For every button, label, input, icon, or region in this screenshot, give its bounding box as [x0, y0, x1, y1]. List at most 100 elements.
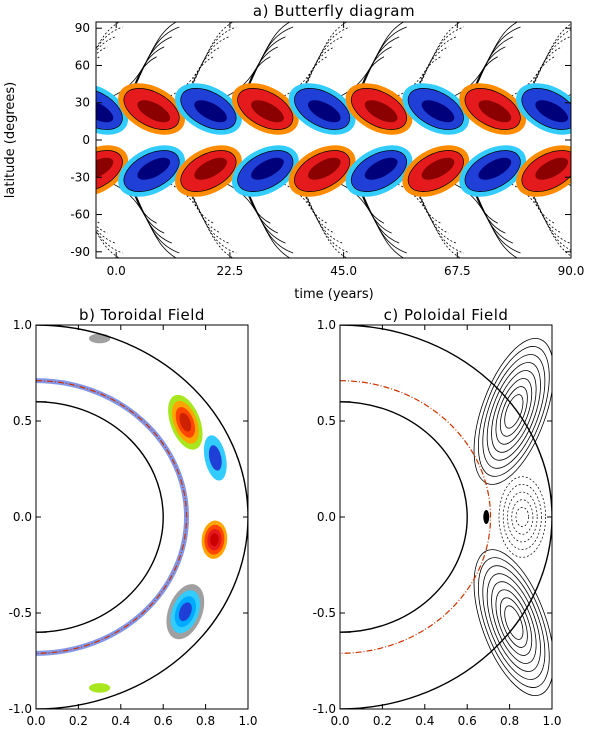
y-tick-label: -90: [70, 245, 90, 259]
wing-core: [194, 100, 227, 123]
field-line: [96, 46, 108, 56]
toroidal-panel: b) Toroidal Field 0.0 0.2 0.4 0.6 0.8 1.01.00…: [9, 306, 258, 728]
toroidal-patch: [89, 683, 111, 693]
toroidal-contour: [179, 412, 192, 432]
butterfly-ylabel: latitude (degrees): [3, 82, 18, 198]
field-line: [96, 228, 116, 244]
x-tick-label: 0.8: [500, 714, 519, 728]
poloidal-contour-dashed: [507, 491, 538, 543]
x-tick-label: 67.5: [444, 264, 471, 278]
toroidal-plot-area: [36, 325, 248, 709]
y-tick-label: 0.0: [13, 510, 32, 524]
wing-core: [364, 100, 398, 123]
wing-core: [96, 100, 114, 123]
butterfly-title: a) Butterfly diagram: [253, 2, 415, 20]
wing-core: [137, 157, 171, 180]
butterfly-axes: 0.0 22.5 45.0 67.5 90.0 90 60 30 0 -30 -60 -90: [70, 21, 584, 278]
surface-boundary: [340, 325, 552, 709]
poloidal-contour: [473, 338, 552, 485]
y-tick-label: 0.0: [317, 510, 336, 524]
butterfly-xlabel: time (years): [294, 287, 373, 302]
x-tick-label: 1.0: [542, 714, 561, 728]
toroidal-contour: [210, 533, 219, 547]
x-tick-label: 0.0: [330, 714, 349, 728]
wing-contour: [407, 88, 464, 130]
y-tick-label: -1.0: [313, 702, 336, 716]
poloidal-contour: [491, 370, 537, 453]
wing-contour: [294, 88, 351, 130]
y-tick-label: 1.0: [317, 318, 336, 332]
y-tick-label: -30: [70, 170, 90, 184]
poloidal-contour: [491, 581, 537, 664]
wing-contour: [572, 142, 596, 200]
wing-core: [307, 157, 341, 180]
wing-core: [96, 157, 114, 180]
poloidal-contour: [499, 597, 528, 648]
x-tick-label: 0.4: [111, 714, 130, 728]
wing-contour: [123, 150, 180, 192]
poloidal-contour-dashed: [502, 484, 542, 550]
y-tick-label: 0: [82, 133, 90, 147]
wing-core: [478, 100, 512, 123]
poloidal-contour: [482, 565, 546, 680]
poloidal-contour-dashed: [511, 499, 534, 535]
wing-core: [589, 153, 596, 184]
wing-core: [421, 157, 455, 180]
field-line: [96, 230, 121, 258]
toroidal-contour: [211, 450, 220, 466]
y-tick-label: 0.5: [317, 414, 336, 428]
y-tick-label: -60: [70, 208, 90, 222]
wing-core: [137, 100, 171, 123]
y-tick-label: -0.5: [313, 606, 336, 620]
wing-core: [307, 100, 341, 123]
wing-contour: [350, 88, 407, 130]
x-tick-label: 0.2: [373, 714, 392, 728]
wing-contour: [96, 88, 123, 130]
wing-core: [535, 100, 569, 123]
y-tick-label: 0.5: [13, 414, 32, 428]
y-tick-label: 60: [75, 58, 90, 72]
wing-contour: [464, 88, 521, 130]
tachocline: [340, 380, 492, 654]
butterfly-plot-area: [96, 22, 596, 258]
wing-core: [194, 157, 227, 180]
x-tick-label: 1.0: [238, 714, 257, 728]
poloidal-contour: [495, 589, 533, 656]
y-tick-label: 1.0: [13, 318, 32, 332]
y-tick-label: 30: [75, 96, 90, 110]
field-line: [560, 93, 571, 100]
y-tick-label: -1.0: [9, 702, 32, 716]
field-line: [96, 36, 116, 52]
x-tick-label: 0.2: [69, 714, 88, 728]
poloidal-contour: [504, 394, 524, 429]
wing: [572, 142, 596, 200]
toroidal-contour: [178, 602, 192, 622]
x-tick-label: 0.0: [107, 264, 126, 278]
toroidal-axes: 0.0 0.2 0.4 0.6 0.8 1.0 1.0 0.5 0.0 -0.5 -1.0: [9, 318, 258, 728]
poloidal-axes: 0.0 0.2 0.4 0.6 0.8 1.0 1.0 0.5 0.0 -0.5 -1.0: [313, 318, 562, 728]
poloidal-contour: [504, 605, 524, 640]
inner-boundary: [36, 401, 164, 633]
poloidal-contour: [482, 354, 546, 469]
wing-contour: [180, 88, 237, 130]
y-tick-label: 90: [75, 21, 90, 35]
tachocline: [36, 380, 188, 654]
x-tick-label: 0.4: [415, 714, 434, 728]
wing-contour: [350, 150, 407, 192]
butterfly-panel: a) Butterfly diagram 0.0 22.5 45.0 67.5 90.0…: [3, 2, 596, 302]
wing-core: [589, 96, 596, 127]
wing-contour: [96, 150, 123, 192]
wing-contour: [237, 88, 294, 130]
wing: [572, 80, 596, 138]
tachocline-band: [36, 378, 189, 656]
x-tick-label: 22.5: [217, 264, 244, 278]
wing-core: [251, 100, 284, 123]
x-tick-label: 0.6: [458, 714, 477, 728]
poloidal-contour: [495, 378, 533, 445]
wing-core: [251, 157, 284, 180]
poloidal-contour: [486, 573, 541, 672]
x-tick-label: 0.8: [196, 714, 215, 728]
toroidal-patch: [89, 333, 111, 344]
wing-contour: [464, 150, 521, 192]
